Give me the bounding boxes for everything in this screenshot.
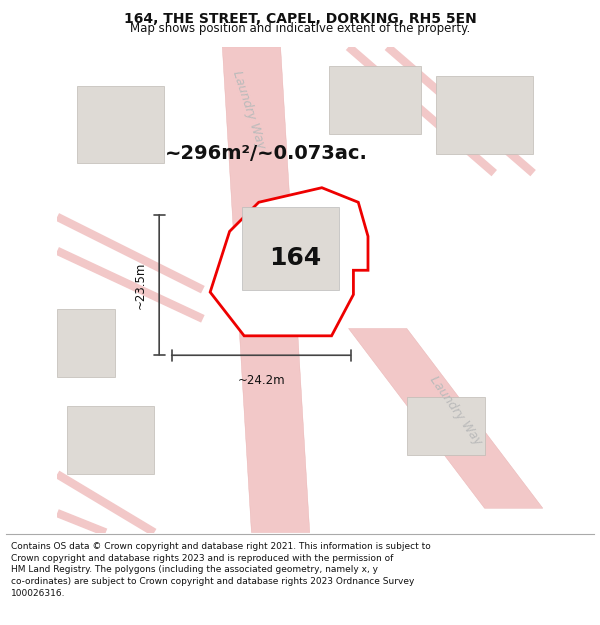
Polygon shape bbox=[57, 309, 115, 377]
Polygon shape bbox=[242, 207, 339, 290]
Polygon shape bbox=[222, 47, 310, 532]
Polygon shape bbox=[67, 406, 154, 474]
Polygon shape bbox=[436, 76, 533, 154]
Polygon shape bbox=[329, 66, 421, 134]
Text: 164: 164 bbox=[269, 246, 321, 270]
Text: ~23.5m: ~23.5m bbox=[134, 261, 147, 309]
Polygon shape bbox=[349, 329, 543, 508]
Text: Laundry Way: Laundry Way bbox=[427, 374, 484, 448]
Text: ~24.2m: ~24.2m bbox=[238, 374, 285, 387]
Polygon shape bbox=[407, 396, 485, 455]
Polygon shape bbox=[77, 86, 164, 163]
Text: Laundry Way: Laundry Way bbox=[230, 69, 268, 151]
Text: 164, THE STREET, CAPEL, DORKING, RH5 5EN: 164, THE STREET, CAPEL, DORKING, RH5 5EN bbox=[124, 12, 476, 26]
Text: ~296m²/~0.073ac.: ~296m²/~0.073ac. bbox=[164, 144, 367, 163]
Text: Map shows position and indicative extent of the property.: Map shows position and indicative extent… bbox=[130, 22, 470, 35]
Text: Contains OS data © Crown copyright and database right 2021. This information is : Contains OS data © Crown copyright and d… bbox=[11, 542, 431, 598]
Polygon shape bbox=[210, 188, 368, 336]
